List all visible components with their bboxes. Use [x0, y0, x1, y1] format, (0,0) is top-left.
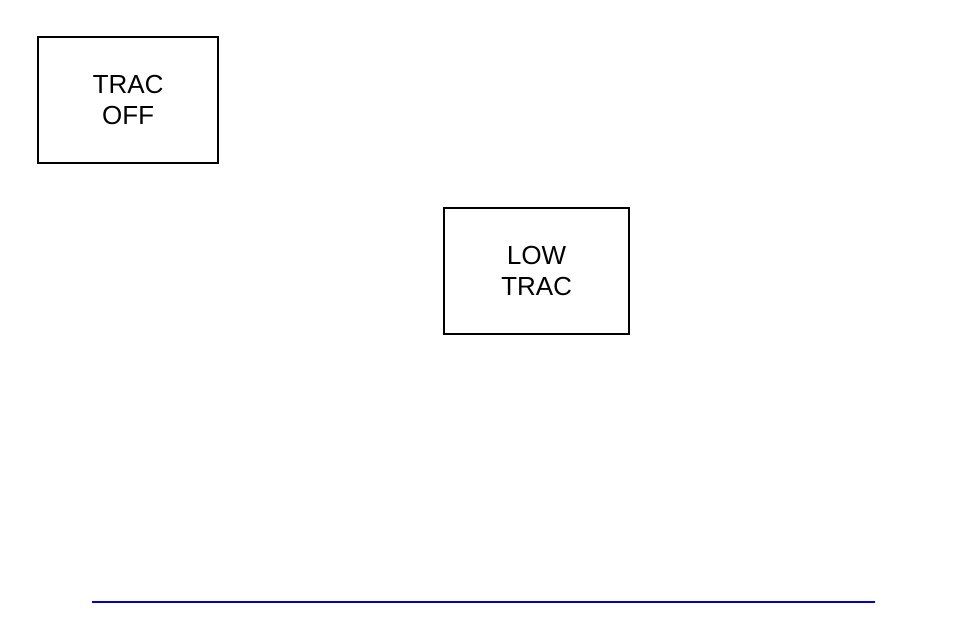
- trac-off-label: TRAC OFF: [93, 69, 164, 131]
- trac-off-indicator: TRAC OFF: [37, 36, 219, 164]
- low-trac-label: LOW TRAC: [501, 240, 572, 302]
- low-trac-indicator: LOW TRAC: [443, 207, 630, 335]
- low-trac-line1: LOW: [501, 240, 572, 271]
- trac-off-line1: TRAC: [93, 69, 164, 100]
- trac-off-line2: OFF: [93, 100, 164, 131]
- low-trac-line2: TRAC: [501, 271, 572, 302]
- bottom-divider: [92, 601, 875, 603]
